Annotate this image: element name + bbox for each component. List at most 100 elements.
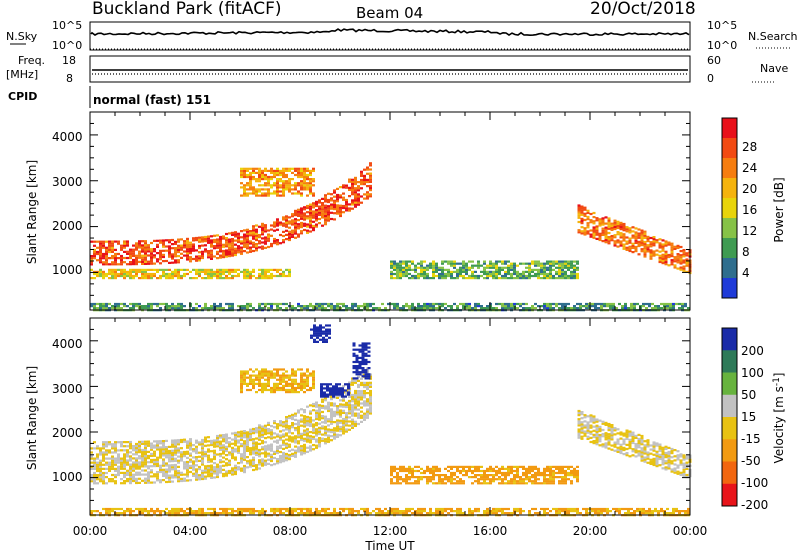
power-cell-1938: [647, 248, 650, 250]
velocity-cell-1208: [336, 434, 339, 436]
velocity-cell-2185: [581, 436, 584, 438]
power-cell-660: [324, 221, 327, 223]
velocity-cell-629: [219, 455, 222, 457]
power-cell-654: [321, 208, 324, 210]
power-cell-386: [231, 234, 234, 236]
velocity-cell-1461: [258, 381, 261, 383]
power-cell-948: [195, 277, 198, 279]
velocity-cell-1886: [441, 478, 444, 480]
velocity-cell-2059: [528, 480, 531, 482]
power-cell-1771: [593, 233, 596, 235]
power-cell-2596: [651, 303, 654, 305]
power-cell-966: [207, 271, 210, 273]
velocity-cell-1313: [354, 421, 357, 423]
velocity-cell-1026: [300, 421, 303, 423]
velocity-cell-2229: [593, 420, 596, 422]
power-cell-108: [132, 263, 135, 265]
velocity-cell-2082: [537, 478, 540, 480]
velocity-cell-739: [243, 457, 246, 459]
power-cell-541: [288, 227, 291, 229]
power-cell-2074: [102, 307, 105, 309]
power-cell-401: [237, 241, 240, 243]
power-cell-1567: [510, 273, 513, 275]
power-cell-559: [294, 224, 297, 226]
velocity-cell-1961: [483, 482, 486, 484]
velocity-cell-606: [213, 444, 216, 446]
power-cell-1735: [581, 230, 584, 232]
power-cell-2255: [300, 305, 303, 307]
power-cell-312: [207, 238, 210, 240]
power-cell-587: [303, 229, 306, 231]
velocity-cell-1261: [345, 420, 348, 422]
power-cell-574: [297, 211, 300, 213]
power-cell-492: [267, 236, 270, 238]
velocity-cell-1162: [327, 428, 330, 430]
power-cell-689: [330, 199, 333, 201]
power-cell-611: [309, 216, 312, 218]
power-cell-1053: [276, 269, 279, 271]
velocity-cell-1598: [306, 381, 309, 383]
power-cell-667: [324, 207, 327, 209]
velocity-cell-2007: [504, 476, 507, 478]
power-cell-523: [282, 225, 285, 227]
power-cell-1076: [243, 190, 246, 192]
power-cell-1138: [261, 176, 264, 178]
power-cell-1129: [258, 174, 261, 176]
velocity-cell-1060: [306, 418, 309, 420]
power-cell-1147: [264, 178, 267, 180]
velocity-cell-1891: [444, 474, 447, 476]
velocity-cell-2170: [576, 470, 579, 472]
velocity-cell-996: [294, 423, 297, 425]
power-cell-1064: [288, 271, 291, 273]
power-cell-882: [138, 271, 141, 273]
velocity-cell-1614: [312, 375, 315, 377]
power-cell-2128: [153, 303, 156, 305]
power-cell-346: [219, 240, 222, 242]
velocity-cell-552: [201, 439, 204, 441]
power-cell-254: [186, 250, 189, 252]
velocity-cell-19: [93, 464, 96, 466]
power-cell-1919: [641, 240, 644, 242]
power-cell-1250: [297, 174, 300, 176]
velocity-cell-2112: [549, 468, 552, 470]
power-cell-630: [315, 224, 318, 226]
velocity-cell-2144: [564, 476, 567, 478]
power-cell-1526: [492, 271, 495, 273]
power-cell-1624: [537, 261, 540, 263]
power-cell-1646: [546, 261, 549, 263]
velocity-cell-873: [270, 460, 273, 462]
power-cell-1647: [549, 277, 552, 279]
velocity-cell-1678: [329, 394, 332, 396]
velocity-cell-301: [150, 453, 153, 455]
velocity-cell-1351: [360, 402, 363, 404]
velocity-cell-1103: [315, 416, 318, 418]
velocity-cell-1955: [480, 482, 483, 484]
power-cell-221: [174, 259, 177, 261]
power-cell-1910: [638, 241, 641, 243]
power-cell-1514: [486, 267, 489, 269]
power-cell-1520: [489, 265, 492, 267]
velocity-cell-452: [180, 451, 183, 453]
velocity-cell-544: [201, 455, 204, 457]
power-cell-2259: [306, 307, 309, 309]
velocity-cell-1369: [363, 396, 366, 398]
velocity-cell-399: [171, 466, 174, 468]
velocity-cell-241: [138, 449, 141, 451]
velocity-cell-127: [117, 472, 120, 474]
power-cell-624: [312, 213, 315, 215]
velocity-cell-2221: [590, 414, 593, 416]
power-cell-2134: [159, 303, 162, 305]
velocity-cell-220: [135, 463, 138, 465]
velocity-cell-412: [174, 474, 177, 476]
power-cell-553: [291, 213, 294, 215]
velocity-cell-1626: [313, 326, 316, 328]
power-cell-1819: [608, 228, 611, 230]
power-cell-409: [240, 247, 243, 249]
velocity-cell-765: [246, 431, 249, 433]
power-cell-1748: [584, 227, 587, 229]
power-cell-1733: [578, 204, 581, 206]
velocity-cell-959: [288, 454, 291, 456]
velocity-cell-2108: [549, 476, 552, 478]
power-cell-562: [294, 218, 297, 220]
velocity-cell-928: [282, 454, 285, 456]
